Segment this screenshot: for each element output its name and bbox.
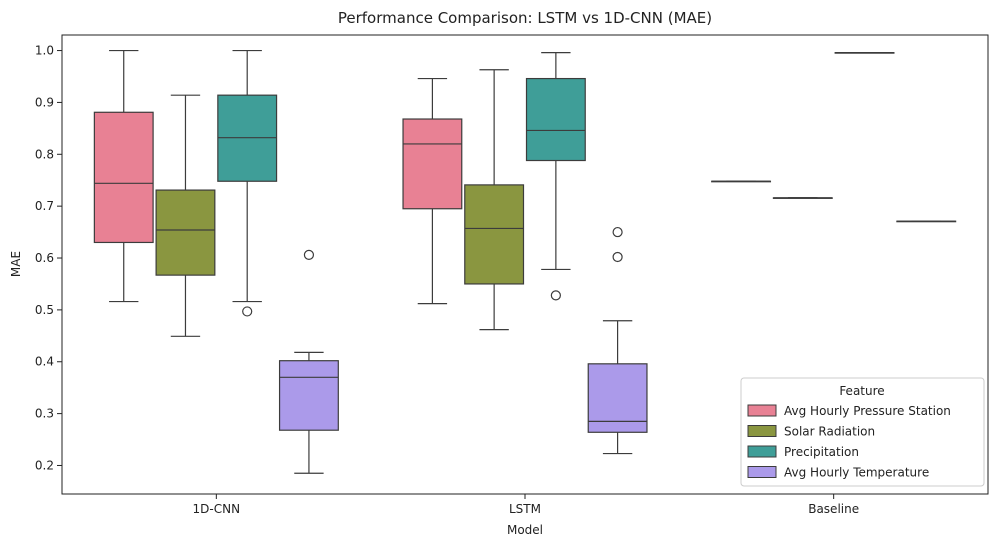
y-tick-label: 0.3 xyxy=(35,407,54,421)
y-tick-label: 1.0 xyxy=(35,44,54,58)
legend-items: Avg Hourly Pressure Station Solar Radiati… xyxy=(747,404,951,480)
x-tick-label: 1D-CNN xyxy=(193,502,241,516)
y-tick-label: 0.4 xyxy=(35,355,54,369)
legend-frame xyxy=(740,377,985,487)
box xyxy=(402,118,463,210)
y-tick-label: 0.5 xyxy=(35,303,54,317)
x-tick-label: LSTM xyxy=(509,502,541,516)
legend-swatch xyxy=(747,425,777,437)
box xyxy=(464,184,525,285)
outlier-point xyxy=(303,249,315,261)
legend-label: Avg Hourly Pressure Station xyxy=(784,404,951,418)
box xyxy=(278,360,339,431)
outlier-point xyxy=(550,290,561,301)
outlier-point xyxy=(242,306,253,317)
y-tick-label: 0.8 xyxy=(35,147,54,161)
plot-area: 0.2 0.3 0.4 0.5 0.6 0.7 0.8 0.9 1.0 1D-CNN LSTM Bas… xyxy=(35,34,989,516)
y-tick-label: 0.9 xyxy=(35,95,54,109)
legend-swatch xyxy=(747,445,777,458)
y-tick-label: 0.6 xyxy=(35,251,54,265)
x-axis-label: Model xyxy=(507,523,543,537)
box xyxy=(93,111,154,244)
y-tick-label: 0.2 xyxy=(35,458,54,472)
legend-swatch xyxy=(747,466,777,478)
box xyxy=(525,77,586,162)
legend-label: Solar Radiation xyxy=(784,425,875,439)
legend-title: Feature xyxy=(839,384,884,398)
legend-label: Avg Hourly Temperature xyxy=(784,466,929,480)
legend-label: Precipitation xyxy=(784,445,859,459)
y-axis-label: MAE xyxy=(9,251,23,277)
x-tick-label: Baseline xyxy=(808,502,859,516)
chart-title: Performance Comparison: LSTM vs 1D-CNN (… xyxy=(338,9,712,27)
box xyxy=(587,363,648,433)
box xyxy=(155,189,216,276)
outlier-point xyxy=(612,251,623,263)
legend-swatch xyxy=(747,404,777,417)
outlier-point xyxy=(612,226,623,238)
legend: Feature Avg Hourly Pressure Station Solar… xyxy=(740,377,985,487)
y-tick-label: 0.7 xyxy=(35,199,54,213)
